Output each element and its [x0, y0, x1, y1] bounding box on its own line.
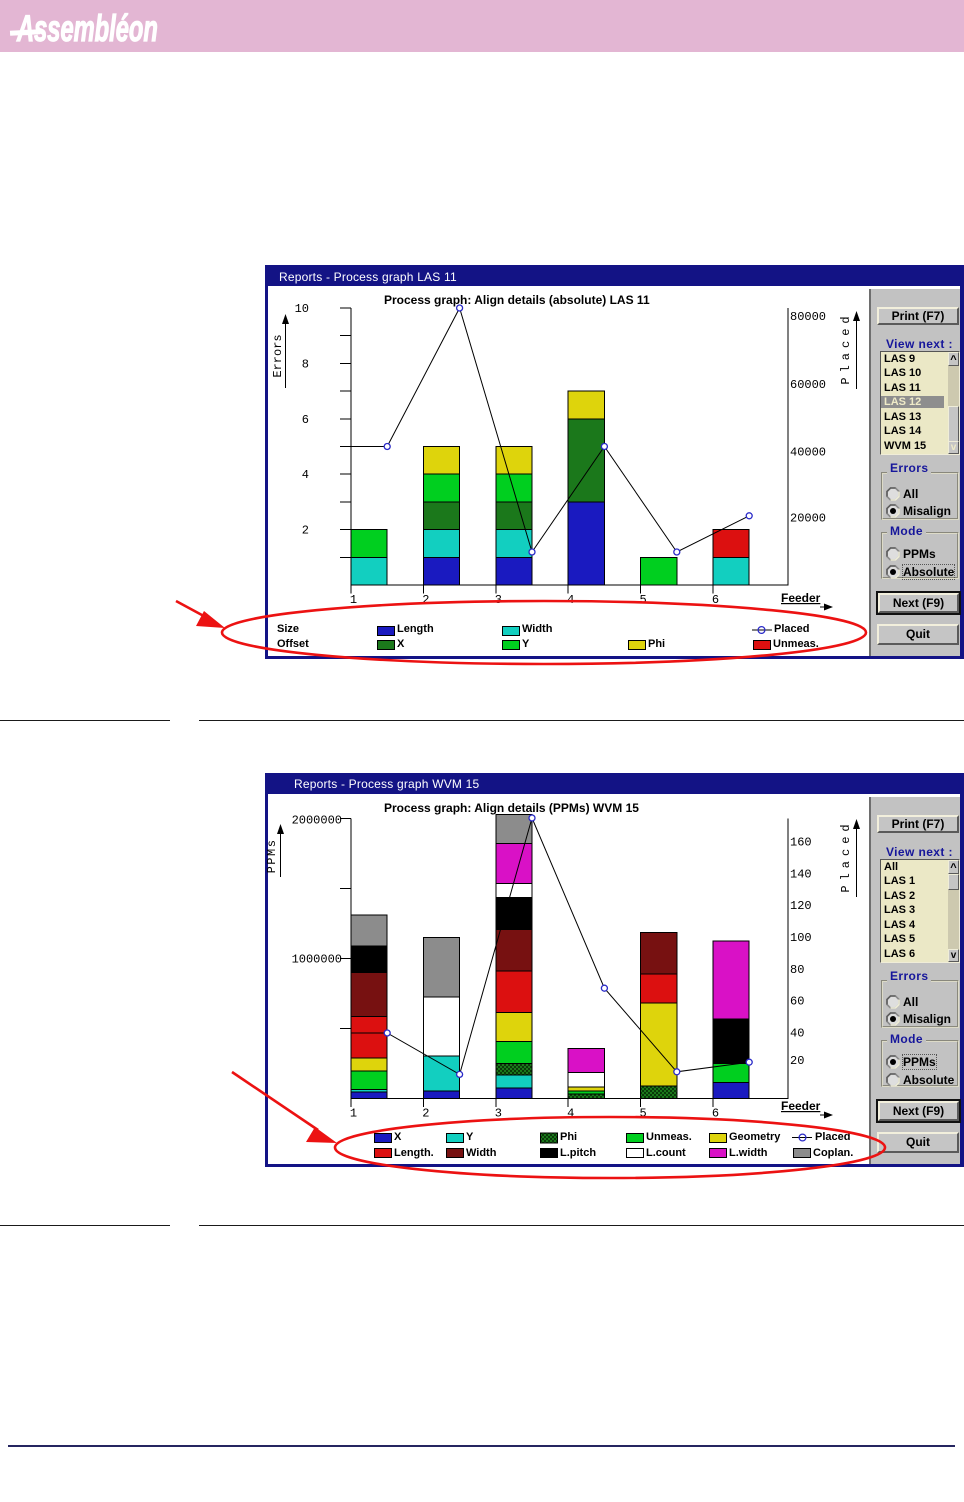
svg-text:80: 80	[790, 963, 804, 977]
svg-text:PPMs: PPMs	[265, 839, 279, 874]
svg-text:6: 6	[712, 593, 719, 607]
svg-text:60000: 60000	[790, 378, 826, 392]
svg-text:Feeder: Feeder	[781, 1099, 821, 1113]
svg-text:1: 1	[350, 1107, 357, 1121]
svg-text:60: 60	[790, 995, 804, 1009]
svg-text:3: 3	[495, 1107, 502, 1121]
svg-text:2: 2	[422, 593, 429, 607]
svg-text:6: 6	[302, 413, 309, 427]
svg-text:4: 4	[567, 1107, 574, 1121]
svg-text:Placed: Placed	[839, 311, 853, 384]
svg-text:Placed: Placed	[839, 819, 853, 892]
svg-text:140: 140	[790, 867, 812, 881]
svg-text:2: 2	[422, 1107, 429, 1121]
svg-text:40: 40	[790, 1026, 804, 1040]
svg-text:Process graph: Align details (: Process graph: Align details (PPMs) WVM …	[384, 801, 639, 815]
svg-text:100: 100	[790, 931, 812, 945]
svg-text:120: 120	[790, 899, 812, 913]
svg-text:160: 160	[790, 836, 812, 850]
svg-text:6: 6	[712, 1107, 719, 1121]
svg-text:Process graph: Align details (: Process graph: Align details (absolute) …	[384, 293, 650, 307]
svg-text:5: 5	[639, 593, 646, 607]
svg-text:Feeder: Feeder	[781, 591, 821, 605]
svg-text:40000: 40000	[790, 446, 826, 460]
svg-text:1000000: 1000000	[292, 953, 342, 967]
svg-text:2000000: 2000000	[292, 814, 342, 828]
svg-text:10: 10	[295, 302, 309, 316]
svg-text:20000: 20000	[790, 512, 826, 526]
svg-text:8: 8	[302, 357, 309, 371]
svg-text:Errors: Errors	[271, 334, 285, 377]
svg-text:20: 20	[790, 1054, 804, 1068]
svg-text:80000: 80000	[790, 310, 826, 324]
svg-text:1: 1	[350, 593, 357, 607]
svg-text:4: 4	[302, 468, 309, 482]
svg-text:5: 5	[639, 1107, 646, 1121]
svg-text:2: 2	[302, 524, 309, 538]
